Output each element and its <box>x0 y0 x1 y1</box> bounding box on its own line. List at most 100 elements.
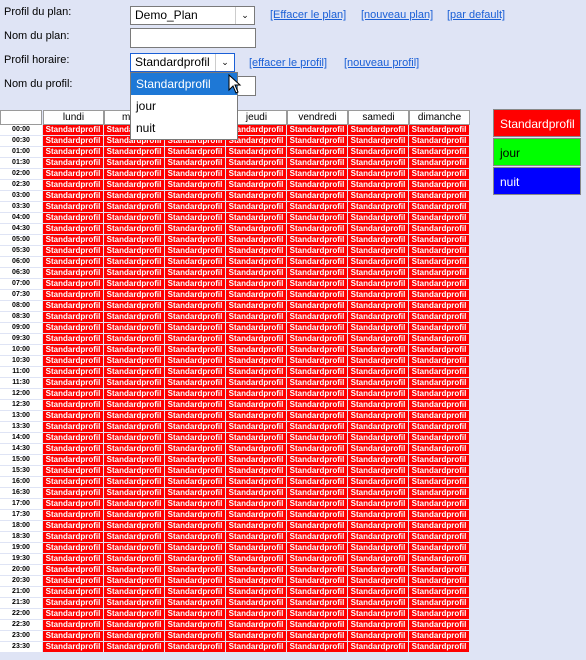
schedule-cell[interactable]: Standardprofil <box>104 400 164 410</box>
schedule-cell[interactable]: Standardprofil <box>409 499 469 509</box>
schedule-cell[interactable]: Standardprofil <box>348 235 408 245</box>
schedule-cell[interactable]: Standardprofil <box>165 378 225 388</box>
schedule-cell[interactable]: Standardprofil <box>409 444 469 454</box>
schedule-cell[interactable]: Standardprofil <box>226 147 286 157</box>
schedule-cell[interactable]: Standardprofil <box>409 125 469 135</box>
schedule-cell[interactable]: Standardprofil <box>43 367 103 377</box>
schedule-cell[interactable]: Standardprofil <box>409 169 469 179</box>
schedule-cell[interactable]: Standardprofil <box>348 455 408 465</box>
schedule-cell[interactable]: Standardprofil <box>43 312 103 322</box>
schedule-cell[interactable]: Standardprofil <box>348 433 408 443</box>
schedule-cell[interactable]: Standardprofil <box>165 312 225 322</box>
schedule-cell[interactable]: Standardprofil <box>287 224 347 234</box>
schedule-cell[interactable]: Standardprofil <box>348 609 408 619</box>
schedule-cell[interactable]: Standardprofil <box>43 444 103 454</box>
schedule-cell[interactable]: Standardprofil <box>104 510 164 520</box>
schedule-cell[interactable]: Standardprofil <box>165 389 225 399</box>
schedule-cell[interactable]: Standardprofil <box>348 367 408 377</box>
schedule-cell[interactable]: Standardprofil <box>348 257 408 267</box>
schedule-cell[interactable]: Standardprofil <box>409 246 469 256</box>
profile-select[interactable]: Standardprofil ⌄ <box>130 53 235 72</box>
schedule-cell[interactable]: Standardprofil <box>348 499 408 509</box>
schedule-cell[interactable]: Standardprofil <box>287 609 347 619</box>
schedule-cell[interactable]: Standardprofil <box>409 158 469 168</box>
schedule-cell[interactable]: Standardprofil <box>226 532 286 542</box>
schedule-cell[interactable]: Standardprofil <box>348 565 408 575</box>
schedule-cell[interactable]: Standardprofil <box>348 444 408 454</box>
schedule-cell[interactable]: Standardprofil <box>287 576 347 586</box>
schedule-cell[interactable]: Standardprofil <box>226 235 286 245</box>
schedule-cell[interactable]: Standardprofil <box>43 433 103 443</box>
schedule-cell[interactable]: Standardprofil <box>165 554 225 564</box>
schedule-cell[interactable]: Standardprofil <box>409 224 469 234</box>
schedule-cell[interactable]: Standardprofil <box>43 169 103 179</box>
schedule-cell[interactable]: Standardprofil <box>287 422 347 432</box>
schedule-cell[interactable]: Standardprofil <box>287 334 347 344</box>
schedule-cell[interactable]: Standardprofil <box>348 290 408 300</box>
schedule-cell[interactable]: Standardprofil <box>226 334 286 344</box>
schedule-cell[interactable]: Standardprofil <box>409 257 469 267</box>
schedule-cell[interactable]: Standardprofil <box>287 180 347 190</box>
schedule-cell[interactable]: Standardprofil <box>409 400 469 410</box>
schedule-cell[interactable]: Standardprofil <box>43 180 103 190</box>
schedule-cell[interactable]: Standardprofil <box>348 268 408 278</box>
schedule-cell[interactable]: Standardprofil <box>104 290 164 300</box>
schedule-cell[interactable]: Standardprofil <box>165 587 225 597</box>
schedule-cell[interactable]: Standardprofil <box>348 136 408 146</box>
schedule-cell[interactable]: Standardprofil <box>104 279 164 289</box>
schedule-cell[interactable]: Standardprofil <box>348 576 408 586</box>
schedule-cell[interactable]: Standardprofil <box>348 323 408 333</box>
schedule-cell[interactable]: Standardprofil <box>287 246 347 256</box>
schedule-cell[interactable]: Standardprofil <box>43 609 103 619</box>
schedule-cell[interactable]: Standardprofil <box>43 279 103 289</box>
schedule-cell[interactable]: Standardprofil <box>409 213 469 223</box>
schedule-cell[interactable]: Standardprofil <box>165 411 225 421</box>
schedule-cell[interactable]: Standardprofil <box>43 235 103 245</box>
schedule-cell[interactable]: Standardprofil <box>226 554 286 564</box>
schedule-cell[interactable]: Standardprofil <box>104 521 164 531</box>
schedule-cell[interactable]: Standardprofil <box>226 202 286 212</box>
schedule-cell[interactable]: Standardprofil <box>287 235 347 245</box>
schedule-cell[interactable]: Standardprofil <box>165 136 225 146</box>
schedule-cell[interactable]: Standardprofil <box>226 620 286 630</box>
schedule-cell[interactable]: Standardprofil <box>226 257 286 267</box>
schedule-cell[interactable]: Standardprofil <box>165 169 225 179</box>
schedule-cell[interactable]: Standardprofil <box>409 180 469 190</box>
schedule-cell[interactable]: Standardprofil <box>43 224 103 234</box>
schedule-cell[interactable]: Standardprofil <box>104 323 164 333</box>
schedule-cell[interactable]: Standardprofil <box>43 301 103 311</box>
schedule-cell[interactable]: Standardprofil <box>165 191 225 201</box>
schedule-cell[interactable]: Standardprofil <box>43 191 103 201</box>
schedule-cell[interactable]: Standardprofil <box>287 147 347 157</box>
schedule-cell[interactable]: Standardprofil <box>226 279 286 289</box>
schedule-cell[interactable]: Standardprofil <box>226 169 286 179</box>
schedule-cell[interactable]: Standardprofil <box>165 642 225 652</box>
schedule-cell[interactable]: Standardprofil <box>165 147 225 157</box>
schedule-cell[interactable]: Standardprofil <box>226 609 286 619</box>
schedule-cell[interactable]: Standardprofil <box>104 356 164 366</box>
schedule-cell[interactable]: Standardprofil <box>348 334 408 344</box>
schedule-cell[interactable]: Standardprofil <box>409 334 469 344</box>
schedule-cell[interactable]: Standardprofil <box>43 499 103 509</box>
schedule-cell[interactable]: Standardprofil <box>348 642 408 652</box>
plan-select[interactable]: Demo_Plan ⌄ <box>130 6 255 25</box>
schedule-cell[interactable]: Standardprofil <box>104 642 164 652</box>
schedule-cell[interactable]: Standardprofil <box>165 499 225 509</box>
schedule-cell[interactable]: Standardprofil <box>226 290 286 300</box>
schedule-cell[interactable]: Standardprofil <box>165 444 225 454</box>
legend-item[interactable]: nuit <box>493 167 581 195</box>
schedule-cell[interactable]: Standardprofil <box>43 576 103 586</box>
schedule-cell[interactable]: Standardprofil <box>104 576 164 586</box>
schedule-cell[interactable]: Standardprofil <box>226 521 286 531</box>
schedule-cell[interactable]: Standardprofil <box>287 554 347 564</box>
schedule-cell[interactable]: Standardprofil <box>104 587 164 597</box>
schedule-cell[interactable]: Standardprofil <box>104 301 164 311</box>
schedule-cell[interactable]: Standardprofil <box>165 202 225 212</box>
schedule-cell[interactable]: Standardprofil <box>287 158 347 168</box>
schedule-cell[interactable]: Standardprofil <box>348 147 408 157</box>
schedule-cell[interactable]: Standardprofil <box>43 620 103 630</box>
link[interactable]: [effacer le profil] <box>249 57 328 69</box>
schedule-cell[interactable]: Standardprofil <box>287 213 347 223</box>
schedule-cell[interactable]: Standardprofil <box>43 268 103 278</box>
schedule-cell[interactable]: Standardprofil <box>348 202 408 212</box>
